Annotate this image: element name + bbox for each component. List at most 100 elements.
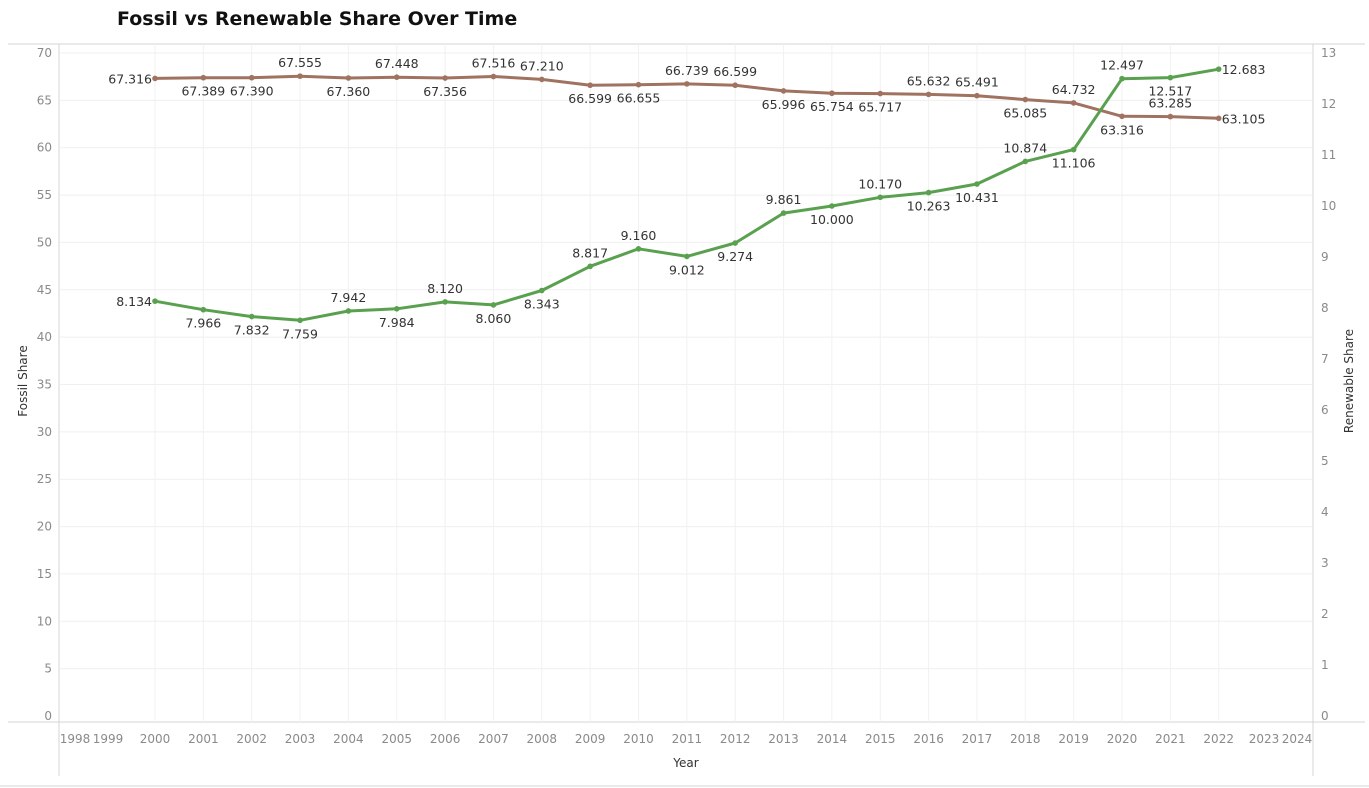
renewable-data-label: 12.683	[1222, 62, 1266, 77]
y2-tick-label: 9	[1321, 250, 1329, 264]
fossil-point	[345, 75, 352, 81]
fossil-point	[1167, 113, 1174, 120]
renewable-point	[1070, 146, 1077, 153]
y2-tick-label: 10	[1321, 199, 1336, 213]
x-tick-label: 2011	[672, 732, 703, 746]
y-tick-label: 10	[37, 614, 52, 628]
x-tick-label: 2000	[140, 732, 171, 746]
fossil-data-label: 65.717	[858, 100, 902, 115]
y-tick-label: 45	[37, 283, 52, 297]
renewable-data-label: 10.431	[955, 190, 999, 205]
renewable-point	[925, 189, 932, 196]
renewable-point	[974, 181, 980, 187]
y2-tick-label: 12	[1321, 97, 1336, 111]
x-tick-label: 2004	[333, 732, 364, 746]
y2-tick-label: 2	[1321, 607, 1329, 621]
renewable-point	[732, 240, 738, 246]
y2-tick-label: 5	[1321, 454, 1329, 468]
renewable-point	[587, 263, 593, 270]
x-tick-label: 2021	[1155, 732, 1186, 746]
renewable-data-label: 8.134	[116, 294, 152, 309]
fossil-data-label: 63.285	[1148, 96, 1192, 111]
chart-frame	[0, 43, 1369, 787]
x-tick-label: 2010	[623, 732, 654, 746]
fossil-data-label: 63.105	[1222, 111, 1266, 126]
renewable-point	[684, 253, 690, 260]
renewable-point	[780, 210, 787, 216]
renewable-data-label: 10.170	[858, 176, 902, 191]
renewable-point	[877, 194, 884, 201]
y-tick-label: 40	[37, 330, 52, 344]
fossil-point	[248, 74, 255, 81]
renewable-point	[490, 302, 497, 308]
renewable-data-label: 8.343	[524, 297, 560, 312]
x-tick-label: 1999	[93, 732, 124, 746]
fossil-data-label: 64.732	[1052, 82, 1096, 97]
x-tick-label: 2014	[817, 732, 848, 746]
y-tick-label: 50	[37, 235, 52, 249]
x-tick-label: 2009	[575, 732, 606, 746]
fossil-point	[974, 92, 980, 99]
renewable-data-label: 7.759	[282, 326, 318, 341]
renewable-point	[635, 246, 642, 252]
y2-tick-label: 3	[1321, 556, 1329, 570]
chart-title: Fossil vs Renewable Share Over Time	[117, 8, 518, 30]
fossil-point	[925, 91, 932, 98]
renewable-point	[1119, 75, 1125, 82]
fossil-data-label: 67.555	[278, 55, 322, 70]
renewable-point	[1215, 66, 1222, 72]
y-tick-label: 60	[37, 141, 52, 155]
renewable-point	[539, 287, 545, 294]
fossil-data-label: 67.516	[472, 56, 516, 71]
x-tick-label: 1998	[60, 732, 91, 746]
fossil-point	[877, 90, 884, 97]
data-labels: 67.316 67.389 67.390 67.555 67.360 67.448 67.3…	[108, 55, 1265, 341]
y-tick-label: 0	[44, 709, 52, 723]
renewable-data-label: 9.160	[621, 228, 657, 243]
fossil-point	[587, 82, 593, 89]
y-tick-label: 35	[37, 378, 52, 392]
y-axis-label-right: Renewable Share	[1342, 329, 1356, 433]
renewable-point	[393, 306, 400, 312]
fossil-point	[1215, 115, 1222, 122]
renewable-point	[297, 317, 303, 324]
y-tick-label: 20	[37, 520, 52, 534]
x-tick-label: 2016	[913, 732, 944, 746]
y2-tick-label: 4	[1321, 505, 1329, 519]
fossil-point	[635, 81, 642, 88]
fossil-data-label: 65.754	[810, 99, 854, 114]
fossil-point	[684, 81, 690, 87]
x-tick-label: 2006	[430, 732, 461, 746]
x-tick-label: 2002	[236, 732, 267, 746]
renewable-point	[248, 313, 255, 320]
x-tick-label: 2022	[1203, 732, 1234, 746]
renewable-point	[345, 308, 352, 314]
x-tick-label: 2001	[188, 732, 219, 746]
renewable-data-label: 7.984	[379, 315, 415, 330]
y-tick-label: 5	[44, 662, 52, 676]
fossil-point	[1022, 96, 1029, 103]
x-tick-label: 2023	[1249, 732, 1280, 746]
fossil-data-label: 66.599	[713, 64, 757, 79]
fossil-data-label: 65.632	[907, 73, 951, 88]
renewable-point	[829, 203, 835, 209]
fossil-data-label: 66.655	[617, 91, 661, 106]
renewable-data-label: 11.106	[1052, 156, 1096, 171]
x-tick-label: 2015	[865, 732, 896, 746]
y2-tick-label: 6	[1321, 403, 1329, 417]
x-tick-label: 2020	[1107, 732, 1138, 746]
renewable-data-label: 8.060	[476, 311, 512, 326]
renewable-point	[442, 299, 448, 305]
fossil-point	[1119, 113, 1125, 120]
fossil-point	[539, 76, 545, 83]
fossil-data-label: 67.360	[327, 84, 371, 99]
x-tick-label: 2003	[285, 732, 316, 746]
x-tick-label: 2024	[1282, 732, 1313, 746]
fossil-data-label: 67.390	[230, 84, 274, 99]
fossil-data-label: 65.996	[762, 97, 806, 112]
renewable-point	[1167, 74, 1174, 81]
fossil-point	[297, 73, 303, 79]
fossil-point	[442, 75, 448, 81]
x-axis-label: Year	[672, 756, 698, 770]
y2-tick-label: 13	[1321, 46, 1336, 60]
